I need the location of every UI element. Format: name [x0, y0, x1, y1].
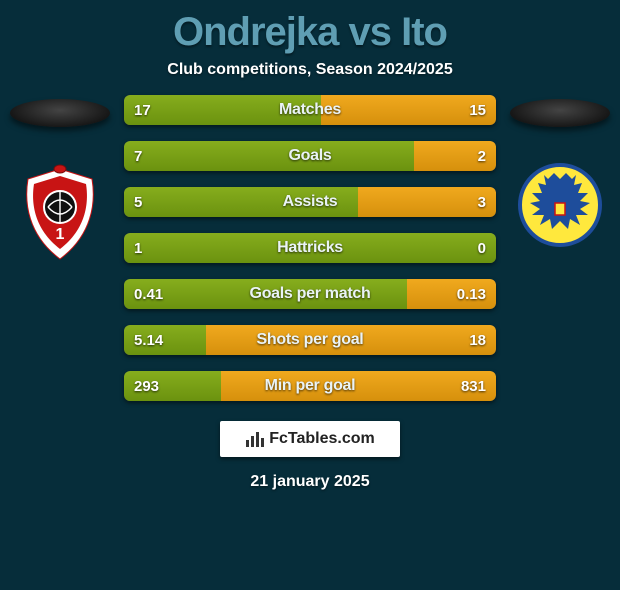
fctables-logo[interactable]: FcTables.com	[220, 421, 400, 457]
right-team-crest	[518, 163, 602, 247]
stat-row: 5.1418Shots per goal	[124, 325, 496, 355]
stat-label: Matches	[124, 95, 496, 125]
stat-row: 1715Matches	[124, 95, 496, 125]
comparison-main: 1 1715Matches 72Goals 53Assists 10Hattricks…	[0, 95, 620, 401]
comparison-title: Ondrejka vs Ito	[0, 10, 620, 55]
fctables-logo-text: FcTables.com	[245, 430, 375, 448]
stat-label: Hattricks	[124, 233, 496, 263]
right-player-photo-placeholder	[510, 99, 610, 127]
svg-text:1: 1	[56, 226, 65, 243]
stvv-crest-icon	[518, 163, 602, 247]
stat-row: 10Hattricks	[124, 233, 496, 263]
stat-label: Shots per goal	[124, 325, 496, 355]
stat-row: 53Assists	[124, 187, 496, 217]
left-player-photo-placeholder	[10, 99, 110, 127]
stat-label: Goals per match	[124, 279, 496, 309]
left-team-crest: 1	[18, 163, 102, 263]
right-side	[500, 95, 620, 247]
stat-label: Assists	[124, 187, 496, 217]
antwerp-crest-icon: 1	[18, 163, 102, 263]
stat-label: Min per goal	[124, 371, 496, 401]
bar-chart-icon	[245, 430, 265, 448]
stat-label: Goals	[124, 141, 496, 171]
stat-row: 72Goals	[124, 141, 496, 171]
stat-row: 0.410.13Goals per match	[124, 279, 496, 309]
left-side: 1	[0, 95, 120, 263]
comparison-subtitle: Club competitions, Season 2024/2025	[0, 61, 620, 79]
stat-bars: 1715Matches 72Goals 53Assists 10Hattricks 0.…	[120, 95, 500, 401]
comparison-date: 21 january 2025	[0, 473, 620, 491]
stat-row: 293831Min per goal	[124, 371, 496, 401]
